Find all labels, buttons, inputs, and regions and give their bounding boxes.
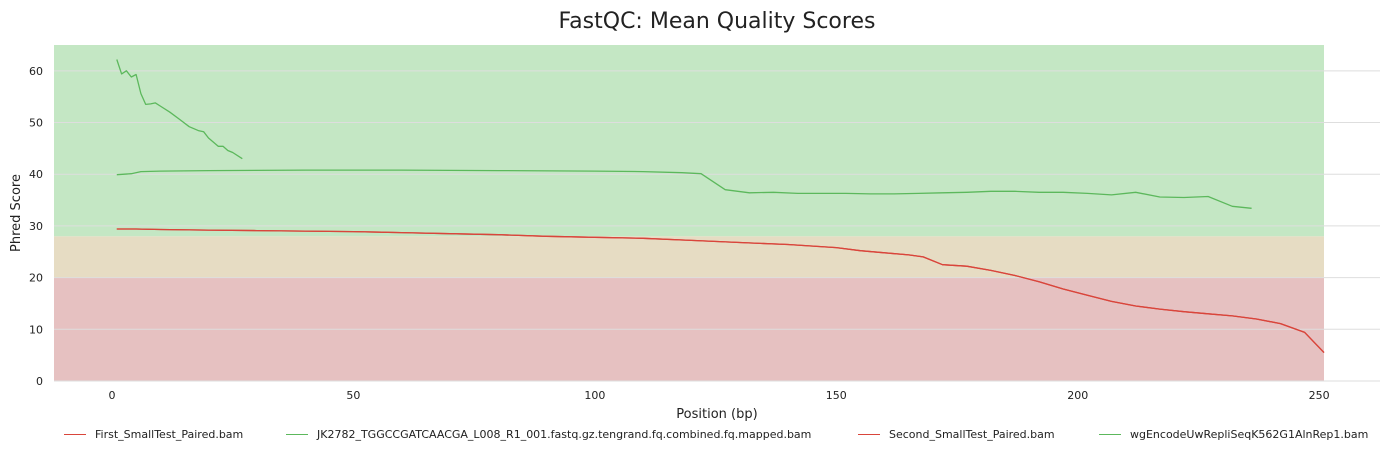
series-line-2 <box>116 169 1252 209</box>
y-tick-label: 20 <box>29 272 43 285</box>
legend-item[interactable]: JK2782_TGGCCGATCAACGA_L008_R1_001.fastq.… <box>286 428 811 441</box>
x-tick-label: 150 <box>826 389 847 402</box>
x-axis-ticks: 0 50 100 150 200 250 <box>108 389 1329 402</box>
x-tick-label: 200 <box>1067 389 1088 402</box>
series-line-4 <box>116 59 243 160</box>
y-tick-label: 0 <box>36 375 43 388</box>
x-axis-label: Position (bp) <box>676 407 757 422</box>
y-tick-label: 10 <box>29 323 43 336</box>
legend-swatch <box>858 434 880 435</box>
x-tick-label: 0 <box>108 389 115 402</box>
legend-item[interactable]: wgEncodeUwRepliSeqK562G1AlnRep1.bam <box>1099 428 1368 441</box>
x-tick-label: 50 <box>346 389 360 402</box>
legend-swatch <box>64 434 86 435</box>
y-tick-label: 60 <box>29 65 43 78</box>
band-reasonable <box>54 236 1324 278</box>
legend-swatch <box>1099 434 1121 435</box>
series-line-3 <box>116 228 1325 354</box>
y-tick-label: 50 <box>29 117 43 130</box>
legend-label: First_SmallTest_Paired.bam <box>95 428 244 441</box>
y-axis-label: Phred Score <box>9 174 24 252</box>
quality-bands <box>54 45 1324 381</box>
x-tick-label: 100 <box>584 389 605 402</box>
y-tick-label: 40 <box>29 168 43 181</box>
legend: First_SmallTest_Paired.bam JK2782_TGGCCGA… <box>0 428 1389 452</box>
legend-label: wgEncodeUwRepliSeqK562G1AlnRep1.bam <box>1130 428 1369 441</box>
y-axis-ticks: 0 10 20 30 40 50 60 <box>29 65 43 388</box>
legend-label: Second_SmallTest_Paired.bam <box>889 428 1055 441</box>
legend-swatch <box>286 434 308 435</box>
legend-item[interactable]: Second_SmallTest_Paired.bam <box>858 428 1055 441</box>
x-tick-label: 250 <box>1309 389 1330 402</box>
band-good <box>54 45 1324 237</box>
legend-label: JK2782_TGGCCGATCAACGA_L008_R1_001.fastq.… <box>317 428 812 441</box>
series-lines <box>116 59 1325 354</box>
chart-title: FastQC: Mean Quality Scores <box>559 9 876 34</box>
grid-lines <box>54 70 1380 382</box>
y-tick-label: 30 <box>29 220 43 233</box>
legend-item[interactable]: First_SmallTest_Paired.bam <box>64 428 243 441</box>
